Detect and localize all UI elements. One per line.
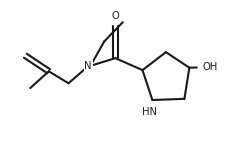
Text: HN: HN — [142, 107, 157, 117]
Text: N: N — [85, 61, 92, 71]
Text: O: O — [112, 11, 119, 21]
Text: OH: OH — [202, 62, 217, 72]
